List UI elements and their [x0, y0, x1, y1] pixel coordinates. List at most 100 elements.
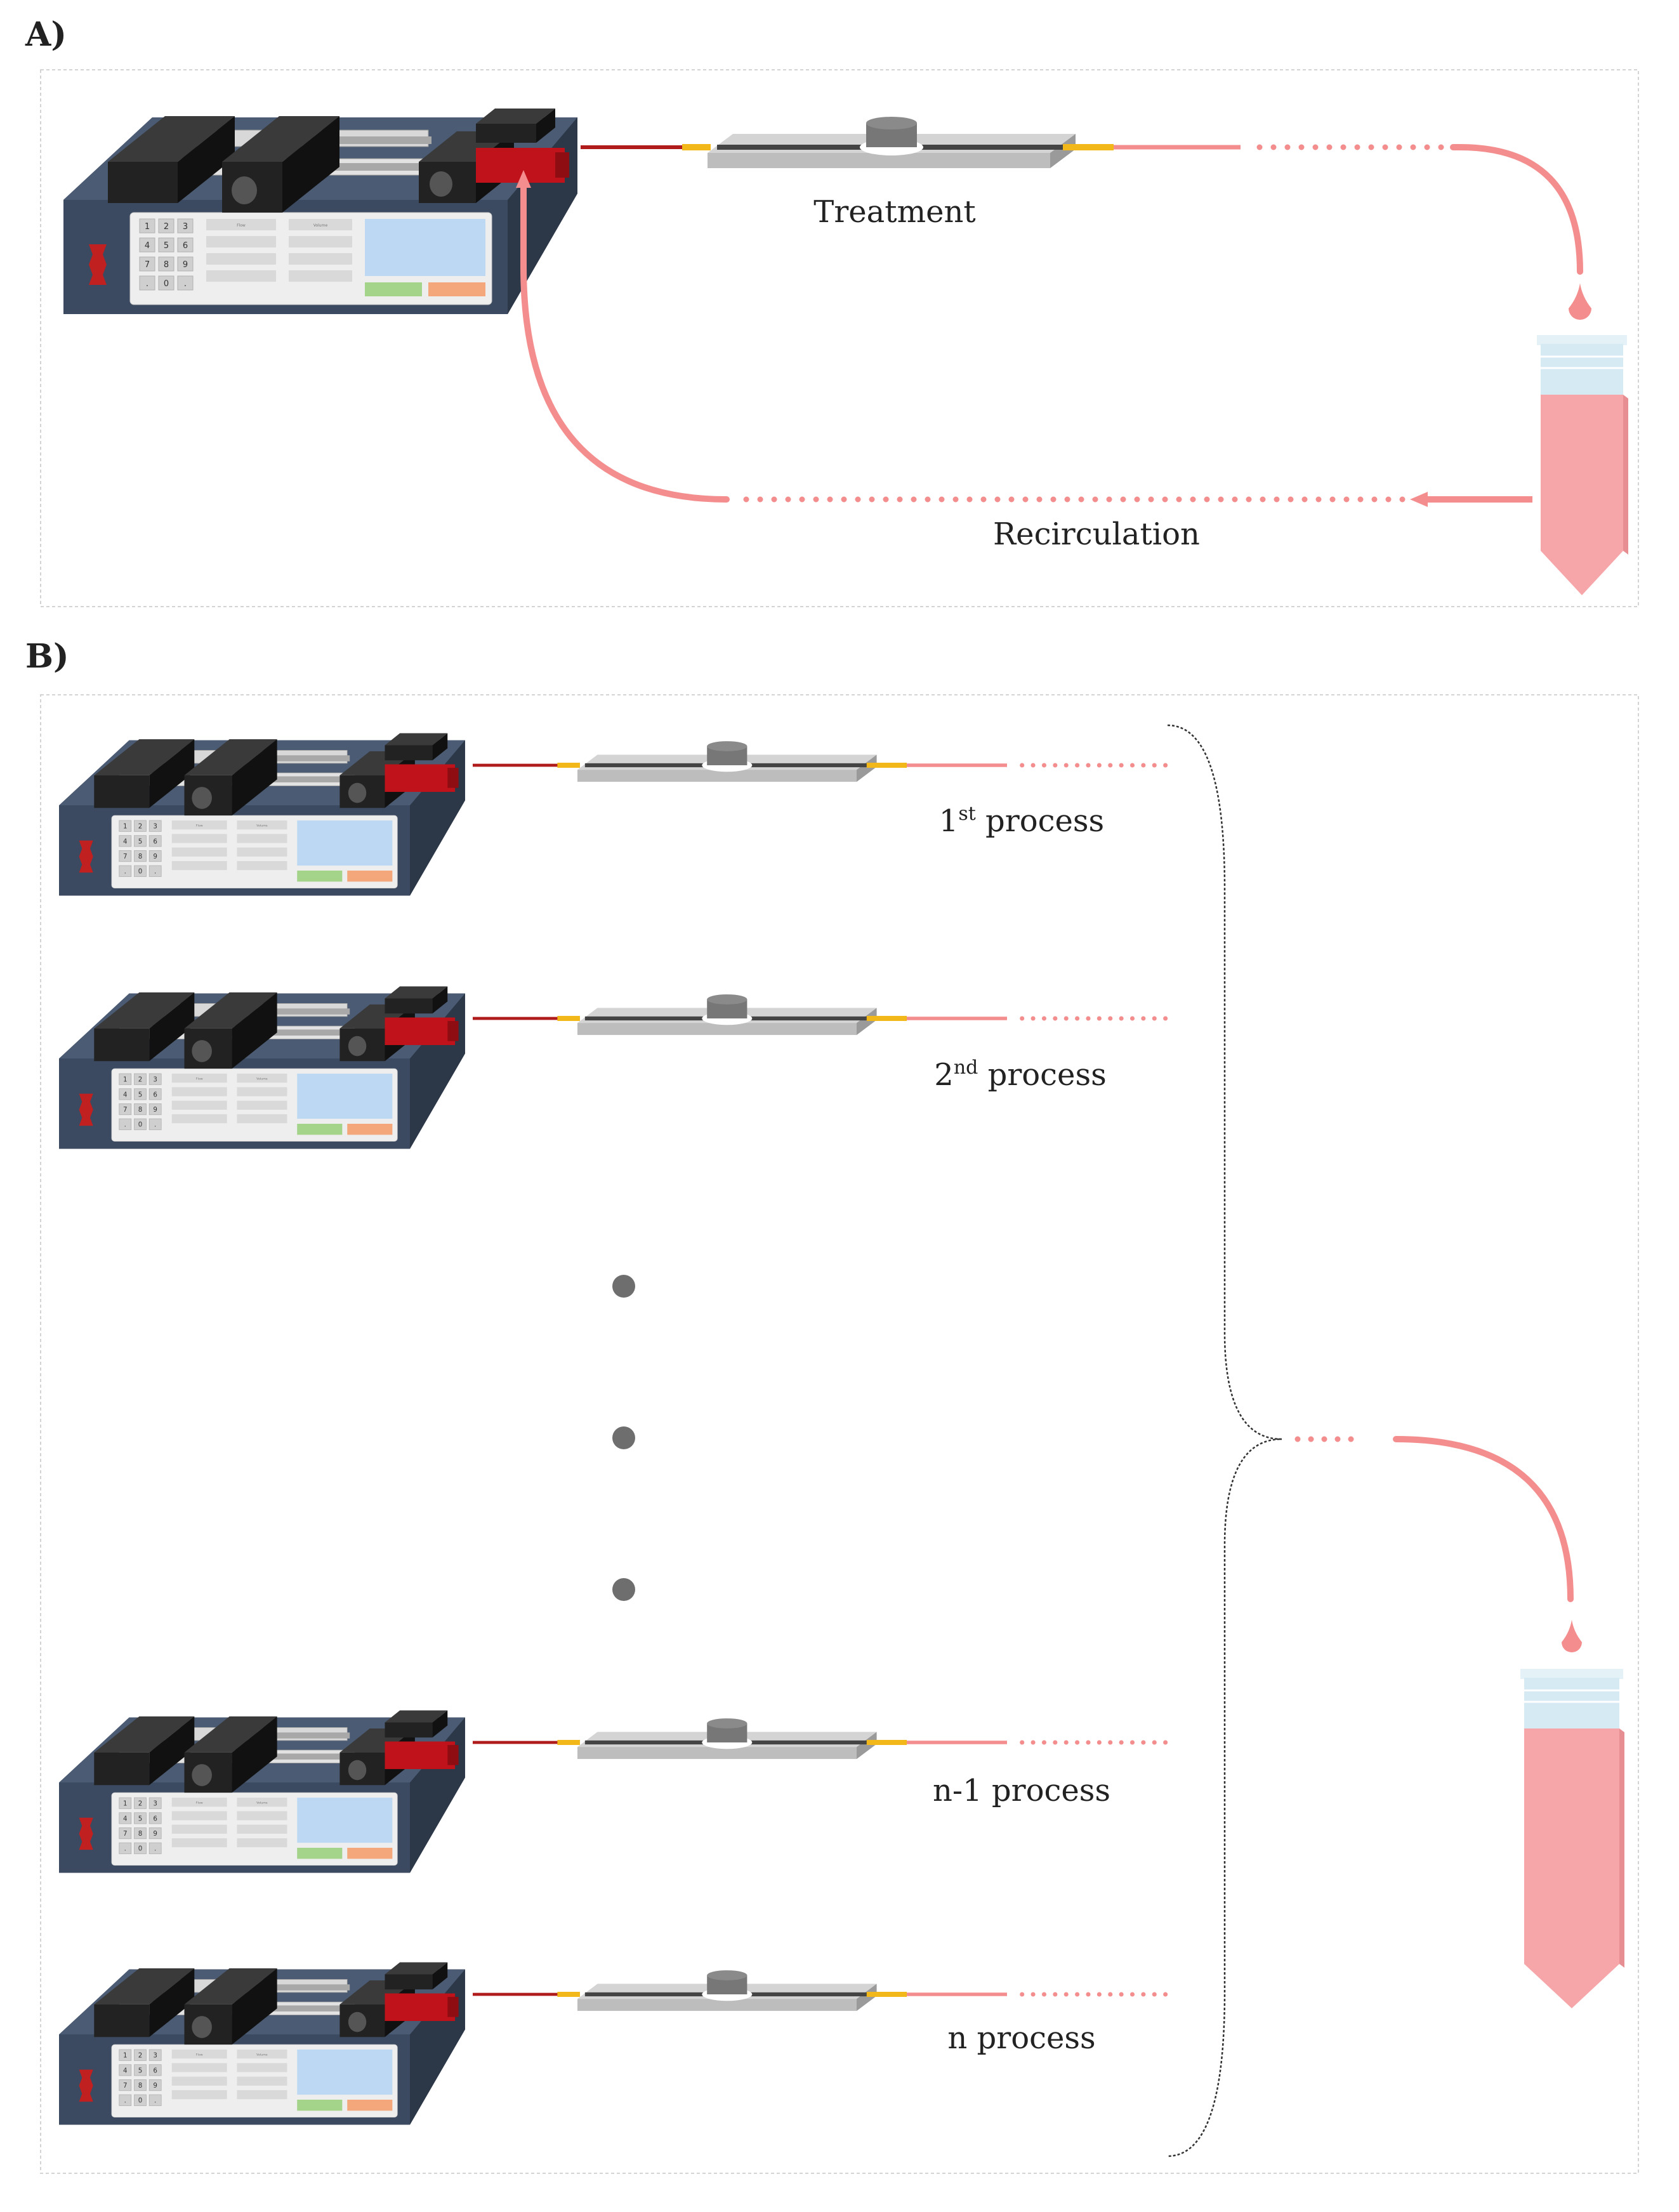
keypad-key [119, 2079, 132, 2091]
block-front [385, 1722, 433, 1738]
collection-tube-a [1537, 335, 1628, 595]
process-label-2: 2nd process [934, 1057, 1106, 1093]
pump-screen [297, 2050, 393, 2095]
keypad-key-label: . [124, 868, 126, 876]
pump-field-label: Volume [256, 1801, 268, 1805]
keypad-key [148, 2079, 162, 2091]
tube-body [1541, 395, 1623, 595]
pump-field [171, 1087, 227, 1096]
keypad-key-label: 7 [123, 2082, 128, 2090]
keypad-key-label: 8 [138, 2082, 143, 2090]
keypad-key [148, 1073, 162, 1085]
keypad-key-label: . [124, 2097, 126, 2105]
keypad-key-label: 4 [123, 838, 128, 845]
syringe-plunger [224, 1753, 355, 1760]
pump-field [171, 860, 227, 871]
keypad-key [134, 2094, 147, 2106]
clamp-knob [430, 171, 452, 197]
keypad-key-label: 0 [138, 2097, 143, 2105]
holder-knob [192, 1764, 212, 1786]
block-side [178, 116, 235, 203]
keypad-key [134, 850, 147, 862]
keypad-key-label: 5 [138, 2067, 143, 2074]
keypad-key [134, 1827, 147, 1840]
chip-front [577, 1023, 857, 1036]
block-front [385, 745, 433, 761]
keypad-key-label: 0 [138, 1121, 143, 1129]
keypad-key-label: 4 [123, 1091, 128, 1098]
holder-knob [192, 787, 212, 809]
syringe-plunger [224, 1029, 355, 1036]
pusher-block [94, 1968, 195, 2038]
keypad-key-label: 3 [153, 1076, 157, 1084]
syringe-plunger [224, 2005, 355, 2011]
syringe-holder-block [184, 1716, 277, 1793]
pump-orange-button [347, 1124, 393, 1135]
red-outlet-tip [447, 1997, 459, 2017]
recirculation-arrowhead [1410, 492, 1428, 507]
block-top [385, 1710, 448, 1723]
treatment-line-1 [473, 741, 1176, 782]
clamp-knob [348, 1036, 367, 1057]
panel-b-content: 1 2 3 4 5 6 7 8 9. 0 . Flow Volume 1 2 3 4 5 6 7 8 9. 0 . Flow Vo… [59, 724, 1624, 2157]
pump-field-label: Volume [256, 824, 268, 827]
pump-field [289, 253, 352, 265]
keypad-key-label: 3 [153, 2052, 157, 2060]
chip-electrode-top [866, 117, 917, 129]
keypad-key [177, 256, 194, 272]
panel-b-frame [40, 694, 1639, 2174]
syringe-plunger [234, 755, 350, 761]
block-front [385, 1974, 433, 1990]
block-front [108, 162, 178, 203]
pump-orange-button [347, 2100, 393, 2111]
chip-side [1050, 134, 1076, 168]
keypad-key [148, 1842, 162, 1854]
pump-clamp [79, 840, 93, 873]
pump-field [171, 1100, 227, 1110]
chip-side [857, 1984, 877, 2011]
ellipsis-dot [612, 1275, 635, 1298]
treatment-line-a [581, 117, 1456, 168]
block-front [94, 1752, 150, 1786]
pump-clamp [79, 1093, 93, 1126]
keypad-key-label: 3 [153, 1800, 157, 1808]
pump-field [171, 2090, 227, 2100]
keypad-key [119, 850, 132, 862]
keypad-key [139, 237, 155, 253]
treatment-line-n [473, 1970, 1176, 2011]
keypad-key-label: 3 [153, 823, 157, 831]
red-outlet-fitting [385, 1993, 456, 2021]
block-side [232, 1968, 277, 2045]
droplet-b [1562, 1619, 1582, 1652]
pump-field [171, 1811, 227, 1820]
keypad-key-label: 1 [145, 222, 150, 232]
block-top [108, 116, 235, 162]
keypad-key-label: 8 [138, 1830, 143, 1838]
keypad-key [158, 218, 174, 234]
block-side [432, 733, 448, 761]
keypad-key [134, 1073, 147, 1085]
pump-field [237, 1087, 287, 1096]
pump-field [171, 2050, 227, 2059]
tube-body-shade [1623, 395, 1628, 555]
keypad-key-label: 0 [164, 279, 169, 289]
keypad-key-label: 2 [164, 222, 169, 232]
block-top [94, 992, 195, 1029]
keypad-key [148, 820, 162, 832]
chip-side [857, 1008, 877, 1036]
keypad-key [134, 2049, 147, 2061]
pump-field [237, 1798, 287, 1807]
tube-cap [1524, 1678, 1619, 1728]
tube-cap-rim [1537, 335, 1627, 345]
pump-field [171, 1114, 227, 1124]
block-front [476, 124, 536, 143]
keypad-key-label: 9 [183, 260, 188, 270]
keypad-key [119, 1812, 132, 1824]
pump-field [171, 2076, 227, 2086]
droplet-a [1569, 283, 1591, 320]
keypad-key [119, 1842, 132, 1854]
clamp-knob [348, 1760, 367, 1781]
keypad-key [134, 835, 147, 847]
pump-field-label: Volume [256, 1077, 268, 1081]
ellipsis-dot [612, 1426, 635, 1449]
